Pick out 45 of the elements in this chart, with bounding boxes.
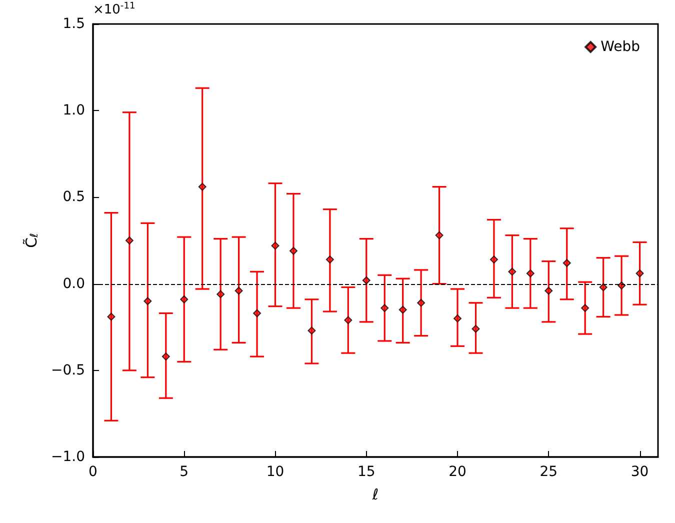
point	[271, 242, 280, 250]
y-tick-label: −0.5	[51, 362, 85, 378]
point	[308, 326, 316, 335]
x-tick-label: 25	[540, 464, 558, 480]
point	[362, 276, 370, 284]
point	[490, 256, 498, 264]
point	[636, 269, 644, 278]
point	[599, 283, 608, 292]
point	[454, 314, 462, 322]
point	[526, 269, 534, 278]
x-tick-label: 0	[88, 464, 98, 480]
point	[544, 286, 553, 295]
point	[125, 236, 134, 244]
point	[216, 290, 225, 298]
point	[344, 316, 352, 324]
y-tick-label: 1.0	[62, 102, 85, 119]
point	[253, 309, 262, 318]
y-tick-label: −1.0	[51, 449, 85, 465]
point	[180, 295, 188, 304]
x-tick-label: 10	[266, 464, 284, 480]
point	[562, 259, 571, 268]
y-tick-label: 0.5	[62, 189, 85, 206]
x-axis-title: ℓ	[371, 486, 379, 504]
y-axis-title: C̃ℓ	[22, 233, 41, 248]
point	[417, 298, 426, 307]
x-tick-label: 5	[180, 464, 189, 480]
x-tick-label: 20	[448, 464, 466, 480]
point	[435, 231, 444, 240]
point	[380, 304, 389, 312]
y-tick-label: 0.0	[62, 276, 85, 292]
point	[326, 256, 334, 264]
x-tick-label: 30	[630, 464, 649, 480]
point	[581, 304, 590, 312]
point	[398, 306, 407, 314]
point	[508, 268, 516, 276]
x-tick-label: 15	[357, 464, 376, 480]
legend-label: Webb	[600, 39, 640, 55]
point	[162, 352, 170, 361]
point	[234, 286, 243, 295]
point	[144, 297, 152, 306]
point	[289, 246, 298, 255]
y-tick-label: 1.5	[62, 16, 85, 32]
point	[198, 182, 206, 191]
point	[472, 324, 480, 333]
point	[107, 312, 116, 321]
